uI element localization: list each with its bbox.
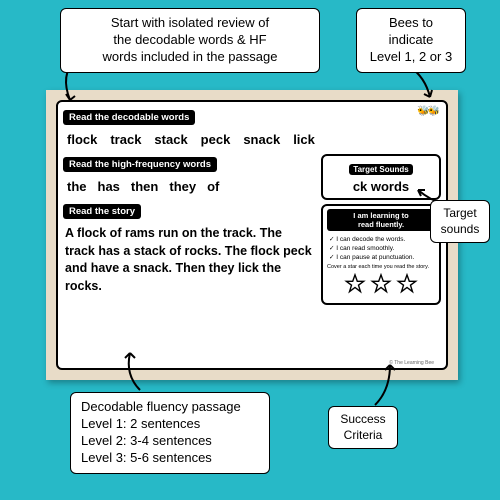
decodable-words-row: flock track stack peck snack lick xyxy=(63,127,441,154)
callout-success: SuccessCriteria xyxy=(328,406,398,449)
hf-label: Read the high-frequency words xyxy=(63,157,217,172)
criteria-item: I can pause at punctuation. xyxy=(329,252,435,261)
criteria-list: I can decode the words. I can read smoot… xyxy=(327,231,435,263)
target-header: Target Sounds xyxy=(349,164,412,175)
word: the xyxy=(67,179,87,194)
star-icon xyxy=(396,273,418,295)
worksheet: 🐝🐝 Read the decodable words flock track … xyxy=(56,100,448,370)
story-label: Read the story xyxy=(63,204,141,219)
word: snack xyxy=(243,132,280,147)
learning-header: I am learning toread fluently. xyxy=(327,209,435,231)
hf-words-row: the has then they of xyxy=(63,174,315,201)
callout-levels: Decodable fluency passage Level 1: 2 sen… xyxy=(70,392,270,474)
story-text: A flock of rams run on the track. The tr… xyxy=(63,221,315,299)
arrow-passage xyxy=(115,350,155,395)
decodable-label: Read the decodable words xyxy=(63,110,195,125)
levels-title: Decodable fluency passage xyxy=(81,399,259,416)
cover-text: Cover a star each time you read the stor… xyxy=(327,263,435,271)
word: has xyxy=(98,179,120,194)
star-icon xyxy=(344,273,366,295)
learning-box: I am learning toread fluently. I can dec… xyxy=(321,204,441,305)
word: of xyxy=(207,179,219,194)
callout-top-main: Start with isolated review ofthe decodab… xyxy=(60,8,320,73)
callout-target: Targetsounds xyxy=(430,200,490,243)
word: then xyxy=(131,179,158,194)
board-frame: 🐝🐝 Read the decodable words flock track … xyxy=(46,90,458,380)
side-column: Target Sounds ck words I am learning tor… xyxy=(321,154,441,305)
stars-row xyxy=(327,271,435,300)
callout-bees: Bees toindicateLevel 1, 2 or 3 xyxy=(356,8,466,73)
word: stack xyxy=(154,132,187,147)
arrow-success xyxy=(370,360,410,410)
bee-icons: 🐝🐝 xyxy=(417,106,438,117)
star-icon xyxy=(370,273,392,295)
word: they xyxy=(169,179,196,194)
criteria-item: I can read smoothly. xyxy=(329,243,435,252)
criteria-item: I can decode the words. xyxy=(329,234,435,243)
word: flock xyxy=(67,132,97,147)
levels-l1: Level 1: 2 sentences xyxy=(81,416,259,433)
word: lick xyxy=(293,132,315,147)
word: track xyxy=(110,132,141,147)
levels-l3: Level 3: 5-6 sentences xyxy=(81,450,259,467)
levels-l2: Level 2: 3-4 sentences xyxy=(81,433,259,450)
word: peck xyxy=(201,132,231,147)
